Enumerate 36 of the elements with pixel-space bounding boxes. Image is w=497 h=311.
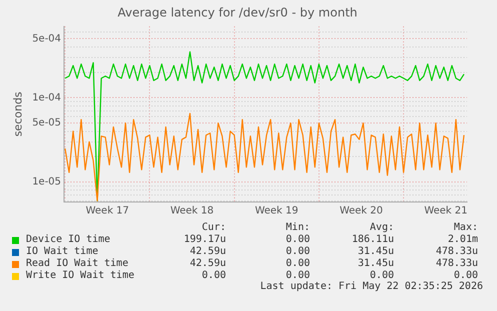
legend-label: Read IO Wait time [26, 258, 128, 270]
y-tick-label: 1e-04 [32, 92, 62, 104]
text: Cur: [200, 222, 226, 234]
text: 42.59u [188, 258, 226, 270]
y-tick-label: 5e-05 [32, 118, 62, 129]
text: Min: [284, 222, 310, 234]
y-tick-label: 1e-05 [32, 176, 62, 188]
text: Max: [452, 222, 478, 234]
text: 478.33u [434, 258, 478, 270]
text: Avg: [368, 222, 394, 234]
text: 0.00 [284, 234, 310, 246]
legend-label: Write IO Wait time [26, 270, 134, 282]
y-axis-title: seconds [11, 91, 24, 137]
x-tick-label: Week 21 [424, 206, 468, 217]
text: 199.17u [182, 234, 226, 246]
legend-label: IO Wait time [26, 246, 98, 258]
text: 0.00 [284, 246, 310, 258]
text: 2.01m [446, 234, 478, 246]
text: 0.00 [452, 270, 478, 282]
y-tick-label: 5e-04 [32, 33, 62, 44]
x-tick-label: Week 20 [340, 206, 383, 217]
text: Last update: Fri May 22 02:35:25 2026 [260, 281, 483, 292]
text: 0.00 [284, 270, 310, 281]
text: 31.45u [356, 258, 394, 270]
x-tick-label: Week 17 [86, 206, 130, 217]
x-tick-label: Week 18 [170, 206, 214, 217]
text: 0.00 [284, 258, 310, 270]
legend-label: Device IO time [26, 234, 110, 246]
text: 31.45u [356, 246, 394, 258]
chart-title: Average latency for /dev/sr0 - by month [118, 5, 358, 20]
text: 0.00 [200, 270, 226, 282]
text: 186.11u [350, 234, 394, 246]
text: 0.00 [368, 270, 394, 282]
text: 42.59u [188, 246, 226, 258]
text: 478.33u [434, 246, 478, 258]
x-tick-label: Week 19 [254, 206, 298, 217]
